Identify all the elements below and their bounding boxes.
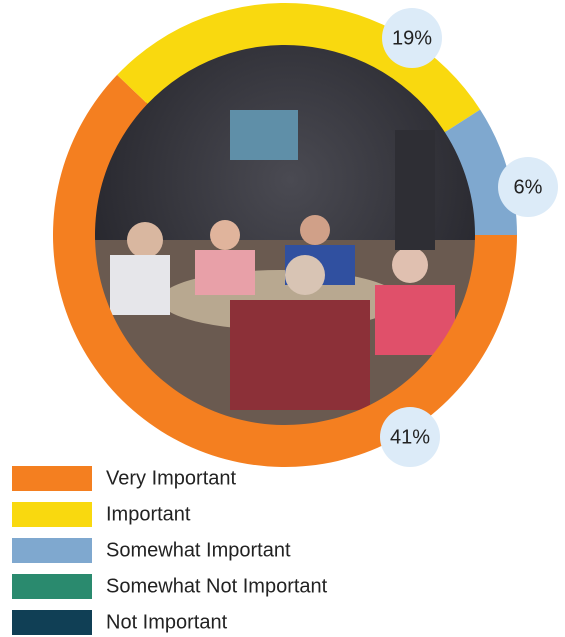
value-label: 41%: [390, 426, 430, 448]
value-label-bubble: [498, 157, 558, 217]
value-label: 19%: [392, 27, 432, 49]
value-label: 6%: [514, 176, 543, 198]
donut-slice: [444, 109, 517, 235]
donut-slice: [52, 74, 517, 468]
legend-label: Not Important: [106, 611, 228, 633]
legend-label: Important: [106, 503, 191, 525]
legend-label: Somewhat Not Important: [106, 575, 328, 597]
legend-swatch: [12, 610, 92, 635]
legend-label: Somewhat Important: [106, 539, 291, 561]
center-photo: [93, 43, 477, 427]
legend-swatch: [12, 502, 92, 527]
legend-swatch: [12, 538, 92, 563]
value-label-bubble: [380, 407, 440, 467]
value-label-bubble: [382, 8, 442, 68]
legend-label: Very Important: [106, 467, 237, 489]
legend-swatch: [12, 574, 92, 599]
legend-swatch: [12, 466, 92, 491]
